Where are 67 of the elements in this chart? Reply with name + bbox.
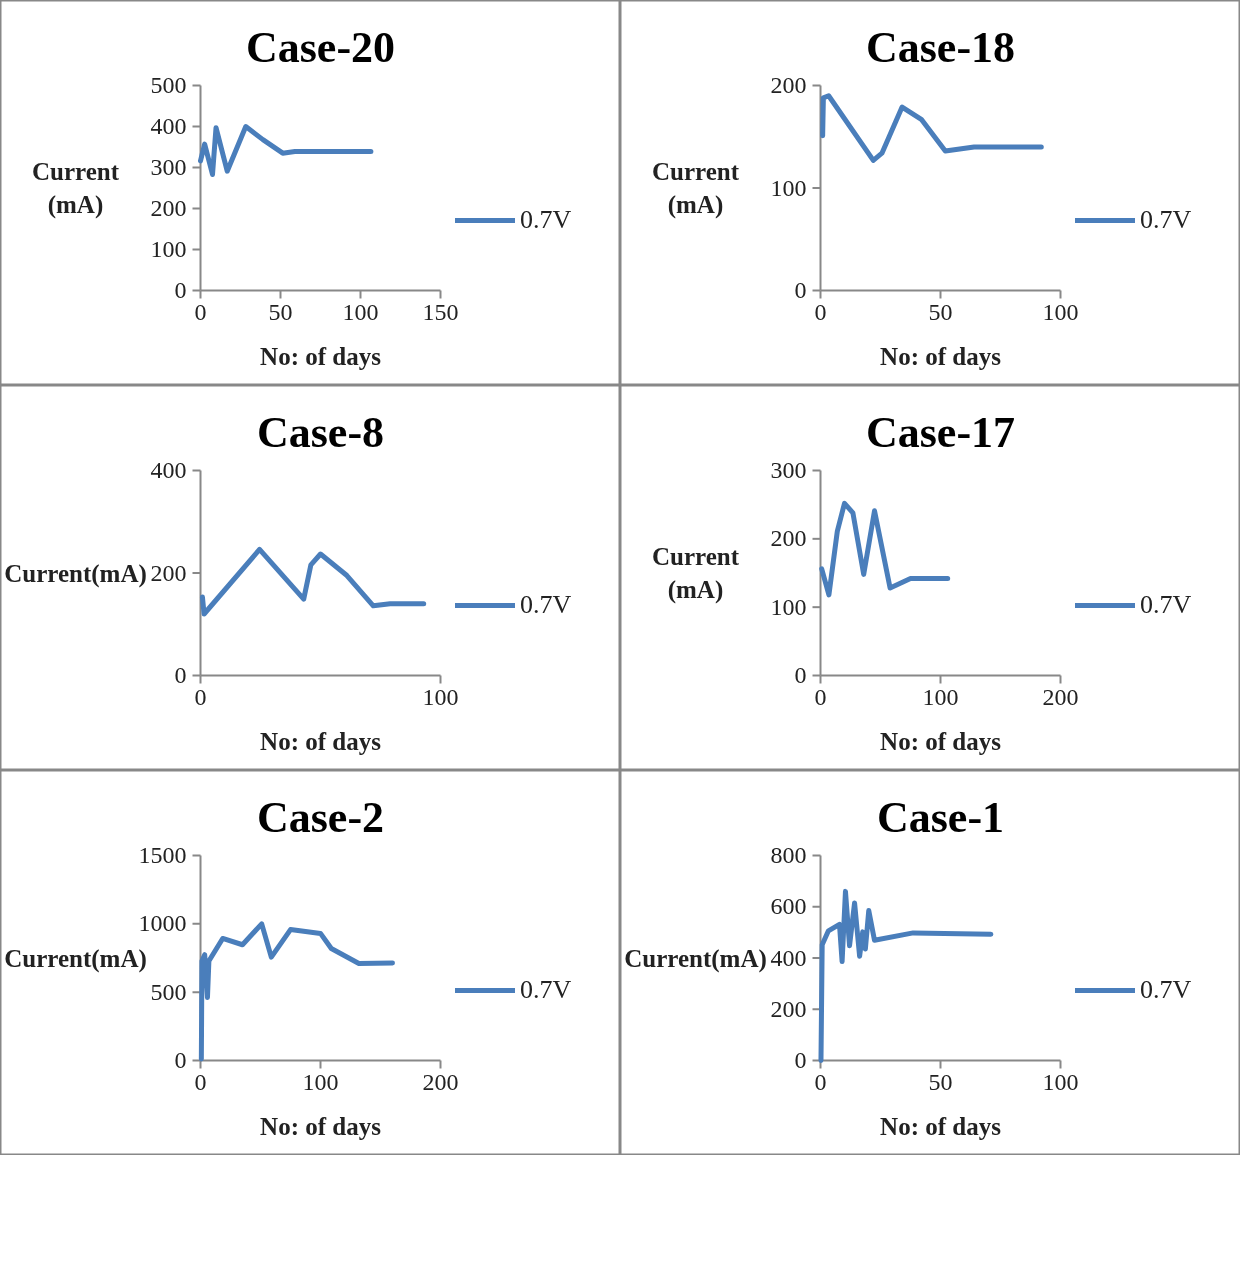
- y-axis-title: Current(mA): [624, 944, 767, 973]
- legend-label: 0.7V: [520, 975, 572, 1005]
- legend-label: 0.7V: [520, 205, 572, 235]
- x-tick-label: 100: [302, 1068, 339, 1095]
- x-tick-label: 100: [1042, 298, 1079, 325]
- chart-title: Case-8: [256, 407, 385, 457]
- y-axis-title: Current(mA): [4, 944, 147, 973]
- y-tick-label: 300: [770, 457, 807, 483]
- y-axis-title: Current (mA): [651, 158, 740, 219]
- legend-label: 0.7V: [520, 590, 572, 620]
- x-tick-label: 50: [928, 298, 953, 325]
- x-tick-label: 100: [1042, 1068, 1079, 1095]
- y-tick-label: 0: [794, 277, 807, 303]
- y-tick-label: 200: [770, 995, 807, 1022]
- y-tick-label: 500: [150, 72, 187, 98]
- y-tick-label: 400: [150, 113, 187, 139]
- y-tick-label: 0: [174, 1047, 187, 1073]
- x-tick-label: 0: [814, 683, 827, 710]
- y-axis-title: Current (mA): [651, 543, 740, 604]
- y-tick-label: 1000: [138, 910, 187, 937]
- legend-label: 0.7V: [1140, 205, 1192, 235]
- x-tick-label: 0: [814, 298, 827, 325]
- y-tick-label: 800: [770, 842, 807, 868]
- x-tick-label: 150: [422, 298, 459, 325]
- y-tick-label: 400: [770, 944, 807, 971]
- x-axis-title: No: of days: [260, 1112, 382, 1140]
- y-tick-label: 0: [794, 1047, 807, 1073]
- y-tick-label: 0: [794, 662, 807, 688]
- y-tick-label: 500: [150, 978, 187, 1005]
- y-tick-label: 0: [174, 277, 187, 303]
- y-tick-label: 0: [174, 662, 187, 688]
- x-tick-label: 100: [922, 683, 959, 710]
- x-axis-title: No: of days: [260, 342, 382, 370]
- chart-title: Case-20: [245, 22, 396, 72]
- x-tick-label: 100: [422, 683, 459, 710]
- chart-title: Case-18: [865, 22, 1016, 72]
- y-tick-label: 100: [770, 593, 807, 620]
- y-tick-label: 200: [770, 525, 807, 552]
- x-axis-title: No: of days: [260, 727, 382, 755]
- x-tick-label: 0: [814, 1068, 827, 1095]
- chart-title: Case-2: [256, 792, 385, 842]
- x-tick-label: 0: [194, 683, 207, 710]
- y-tick-label: 200: [770, 72, 807, 98]
- y-tick-label: 1500: [138, 842, 187, 868]
- x-tick-label: 0: [194, 298, 207, 325]
- legend-label: 0.7V: [1140, 590, 1192, 620]
- x-tick-label: 200: [1042, 683, 1079, 710]
- x-tick-label: 0: [194, 1068, 207, 1095]
- x-axis-title: No: of days: [880, 1112, 1002, 1140]
- y-tick-label: 200: [150, 559, 187, 586]
- y-tick-label: 400: [150, 457, 187, 483]
- chart-title: Case-1: [876, 792, 1005, 842]
- x-tick-label: 50: [268, 298, 293, 325]
- y-tick-label: 200: [150, 195, 187, 221]
- legend-label: 0.7V: [1140, 975, 1192, 1005]
- y-tick-label: 100: [770, 174, 807, 201]
- chart-title: Case-17: [865, 407, 1016, 457]
- x-axis-title: No: of days: [880, 342, 1002, 370]
- x-axis-title: No: of days: [880, 727, 1002, 755]
- x-tick-label: 100: [342, 298, 379, 325]
- y-axis-title: Current (mA): [31, 158, 120, 219]
- y-tick-label: 100: [150, 236, 187, 262]
- y-tick-label: 600: [770, 893, 807, 920]
- x-tick-label: 200: [422, 1068, 459, 1095]
- y-tick-label: 300: [150, 154, 187, 180]
- x-tick-label: 50: [928, 1068, 953, 1095]
- y-axis-title: Current(mA): [4, 559, 147, 588]
